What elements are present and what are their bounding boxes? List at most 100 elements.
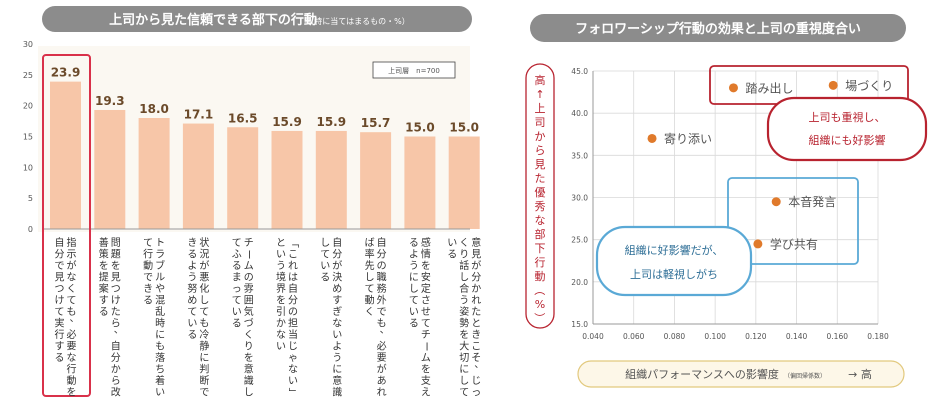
x-axis-label-pill bbox=[577, 360, 905, 388]
scatter-point-label: 踏み出し bbox=[745, 81, 793, 95]
category-char: 先 bbox=[365, 260, 375, 272]
category-char: を bbox=[276, 295, 286, 307]
scatter-x-tick-label: 0.100 bbox=[704, 332, 726, 341]
category-char: で bbox=[199, 388, 209, 399]
category-char: 改 bbox=[111, 386, 121, 399]
bar-value-label: 15.9 bbox=[316, 115, 346, 129]
category-char: の bbox=[288, 307, 298, 318]
category-char: 囲 bbox=[244, 295, 254, 307]
category-char: い bbox=[232, 307, 242, 318]
bar-series: 23.9 19.3 18.0 17.1 16.5 15.9 15.9 15.7 15.0 15.0 bbox=[50, 66, 480, 229]
y-axis-label-char: ） bbox=[533, 313, 546, 324]
category-char: た bbox=[111, 306, 121, 318]
category-char: よ bbox=[409, 249, 419, 261]
category-char: ム bbox=[244, 260, 254, 272]
category-char: つ bbox=[111, 284, 121, 295]
category-char: 要 bbox=[67, 341, 77, 353]
category-char: な bbox=[67, 352, 77, 364]
category-char: く bbox=[365, 307, 375, 318]
category-char: 情 bbox=[421, 248, 431, 261]
category-char: る bbox=[447, 249, 457, 261]
category-char: が bbox=[199, 259, 209, 272]
category-char: 動 bbox=[143, 259, 153, 272]
bar-y-tick-label: 30 bbox=[23, 40, 33, 49]
scatter-x-axis: 0.040 0.060 0.080 0.100 0.120 0.140 0.160 0.180 bbox=[582, 332, 889, 341]
category-char: か bbox=[276, 318, 286, 330]
category-char: う bbox=[276, 260, 286, 272]
blue-callout bbox=[595, 225, 753, 297]
bar bbox=[271, 130, 303, 229]
category-char: た bbox=[471, 306, 481, 318]
bar bbox=[50, 81, 81, 229]
category-char: 安 bbox=[421, 271, 431, 284]
category-char: 分 bbox=[471, 272, 481, 284]
category-char: ち bbox=[155, 364, 165, 376]
category-char: 分 bbox=[111, 352, 121, 364]
scatter-x-tick-label: 0.080 bbox=[664, 332, 686, 341]
y-axis-label-char: な bbox=[535, 214, 546, 227]
category-labels: 指示がなくても、必要な行動を自分で見つけて実行する問題を見つけたら、自分から改善… bbox=[55, 236, 485, 399]
blue-callout-line-2: 上司は軽視しがち bbox=[630, 267, 718, 281]
bar-chart-panel: 上司から見た信頼できる部下の行動 （特に当てはまるもの・%） 上司層 n=700… bbox=[23, 6, 484, 399]
category-char: れ bbox=[288, 260, 298, 272]
scatter-point-label: 本音発言 bbox=[788, 194, 836, 209]
category-char: う bbox=[332, 352, 342, 364]
category-char: れ bbox=[377, 387, 387, 399]
category-char: 勢 bbox=[459, 317, 469, 330]
category-char: 率 bbox=[365, 248, 375, 261]
category-char: チ bbox=[244, 237, 254, 249]
category-char: で bbox=[55, 261, 65, 272]
category-char: き bbox=[187, 237, 197, 249]
category-char: の bbox=[244, 273, 254, 284]
category-char: を bbox=[459, 329, 469, 341]
category-char: り bbox=[459, 249, 469, 261]
bar-y-tick-label: 10 bbox=[23, 163, 33, 172]
category-char: 気 bbox=[244, 305, 254, 318]
category-char: 外 bbox=[377, 295, 387, 307]
scatter-x-tick-label: 0.120 bbox=[745, 332, 767, 341]
category-char: 意 bbox=[471, 236, 481, 249]
category-char: て bbox=[232, 238, 242, 249]
bar-value-label: 23.9 bbox=[51, 66, 81, 80]
category-char: 境 bbox=[276, 271, 286, 284]
y-axis-label-char: た bbox=[535, 172, 546, 185]
category-char: う bbox=[459, 295, 469, 307]
category-char: よ bbox=[187, 260, 197, 272]
scatter-chart-title: フォロワーシップ行動の効果と上司の重視度合い bbox=[575, 21, 861, 37]
category-char: が bbox=[471, 259, 481, 272]
category-char: か bbox=[471, 283, 481, 295]
category-char: 職 bbox=[377, 272, 387, 284]
bar-chart-subtitle: （特に当てはまるもの・%） bbox=[306, 16, 409, 26]
category-char: チ bbox=[421, 329, 431, 341]
bar-chart-header bbox=[42, 6, 472, 32]
category-char: 切 bbox=[459, 352, 469, 364]
scatter-y-tick-label: 35.0 bbox=[571, 151, 588, 160]
bar bbox=[448, 136, 480, 229]
category-char: で bbox=[143, 273, 153, 284]
bar-y-tick-label: 5 bbox=[28, 194, 33, 203]
category-char: ル bbox=[155, 273, 165, 284]
bar-value-label: 15.9 bbox=[272, 115, 302, 129]
category-char: に bbox=[199, 352, 209, 364]
scatter-x-tick-label: 0.040 bbox=[582, 332, 604, 341]
category-char: う bbox=[187, 272, 197, 284]
category-char: 悪 bbox=[199, 272, 209, 284]
category-char: は bbox=[288, 272, 298, 284]
category-char: 話 bbox=[459, 259, 469, 272]
category-char: 時 bbox=[155, 318, 165, 330]
category-char: る bbox=[187, 329, 197, 341]
y-axis-label-char: % bbox=[535, 298, 545, 311]
category-char: し bbox=[459, 375, 469, 387]
category-char: る bbox=[187, 249, 197, 261]
category-char: る bbox=[143, 295, 153, 307]
category-char: 感 bbox=[421, 236, 431, 249]
category-char: 化 bbox=[199, 282, 209, 295]
x-axis-arrow: → 高 bbox=[848, 367, 872, 381]
category-char: や bbox=[155, 283, 165, 295]
category-char: 識 bbox=[244, 374, 254, 387]
scatter-y-tick-label: 15.0 bbox=[571, 320, 588, 329]
scatter-grid bbox=[592, 70, 879, 325]
category-char: な bbox=[276, 329, 286, 341]
